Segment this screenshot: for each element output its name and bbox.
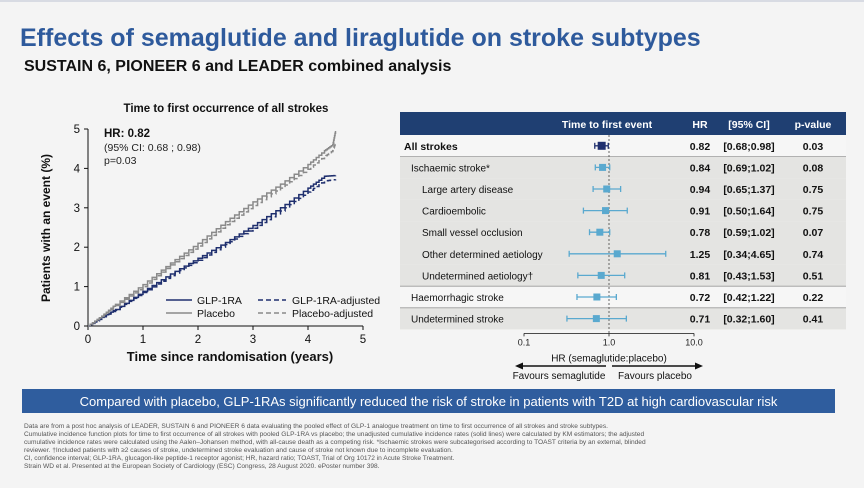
forest-ci-value: [0.69;1.02] [723, 162, 774, 174]
forest-hr-value: 0.84 [690, 162, 711, 174]
forest-p-value: 0.41 [803, 314, 824, 326]
km-ci-annotation: (95% CI: 0.68 ; 0.98) [104, 142, 201, 154]
forest-row-label: Other determined aetiology [422, 250, 543, 261]
forest-row-label: Cardioembolic [422, 207, 486, 218]
forest-p-value: 0.74 [803, 249, 824, 261]
forest-p-value: 0.03 [803, 141, 824, 153]
forest-header-label: Time to first event [562, 119, 653, 131]
forest-hr-value: 0.94 [690, 184, 711, 196]
footnotes: Data are from a post hoc analysis of LEA… [24, 423, 844, 472]
forest-header-label: [95% CI] [728, 119, 769, 131]
km-x-tick-label: 2 [195, 334, 201, 346]
legend-label-glp1ra-adjusted: GLP-1RA-adjusted [292, 295, 380, 307]
forest-hr-value: 0.71 [690, 314, 711, 326]
km-x-tick-label: 3 [250, 334, 256, 346]
forest-p-value: 0.22 [803, 292, 824, 304]
forest-ci-value: [0.50;1.64] [723, 206, 774, 218]
forest-p-value: 0.08 [803, 162, 824, 174]
forest-row-label: Undetermined stroke [411, 315, 504, 326]
conclusion-banner: Compared with placebo, GLP-1RAs signific… [22, 389, 835, 413]
km-series-placebo [88, 130, 337, 327]
forest-ci-value: [0.32;1.60] [723, 314, 774, 326]
footnote-line: Cumulative incidence function plots for … [24, 431, 645, 439]
forest-row-shade [400, 178, 846, 200]
forest-ci-value: [0.34;4.65] [723, 249, 774, 261]
km-chart-title: Time to first occurrence of all strokes [124, 103, 329, 115]
forest-p-value: 0.07 [803, 227, 824, 239]
km-y-axis-label: Patients with an event (%) [39, 154, 53, 302]
forest-row-label: All strokes [404, 141, 458, 153]
km-y-tick-label: 0 [74, 321, 80, 333]
footnote-line: CI, confidence interval; GLP-1RA, glucag… [24, 455, 455, 463]
forest-ci-value: [0.59;1.02] [723, 227, 774, 239]
forest-row-label: Ischaemic stroke* [411, 163, 490, 174]
top-rule [0, 0, 864, 2]
forest-p-value: 0.75 [803, 184, 824, 196]
forest-point-estimate [592, 315, 600, 323]
forest-p-value: 0.51 [803, 270, 824, 282]
forest-x-tick-label: 0.1 [518, 337, 531, 347]
km-y-tick-label: 2 [74, 242, 80, 254]
km-y-tick-label: 4 [74, 163, 81, 175]
page-subtitle: SUSTAIN 6, PIONEER 6 and LEADER combined… [24, 58, 452, 75]
forest-hr-value: 0.91 [690, 206, 711, 218]
forest-point-estimate [593, 293, 601, 301]
km-x-tick-label: 1 [140, 334, 146, 346]
forest-header-label: HR [692, 119, 708, 131]
forest-point-estimate [597, 141, 606, 150]
favours-semaglutide-label: Favours semaglutide [513, 371, 606, 382]
footnote-line: Strain WD et al. Presented at the Europe… [24, 463, 380, 471]
forest-hr-value: 0.72 [690, 292, 711, 304]
forest-header-bar [400, 112, 846, 135]
forest-ci-value: [0.65;1.37] [723, 184, 774, 196]
forest-p-value: 0.75 [803, 206, 824, 218]
forest-x-axis-label: HR (semaglutide:placebo) [551, 353, 667, 364]
favours-left-arrowhead [515, 362, 523, 370]
forest-point-estimate [603, 185, 611, 193]
forest-point-estimate [613, 250, 621, 258]
forest-row-label: Small vessel occlusion [422, 228, 523, 239]
forest-hr-value: 0.82 [690, 141, 711, 153]
forest-header-label: p-value [795, 119, 832, 131]
forest-row-shade [400, 221, 846, 243]
legend-label-placebo: Placebo [197, 308, 235, 320]
forest-row-label: Large artery disease [422, 185, 514, 196]
km-x-tick-label: 0 [85, 334, 91, 346]
km-y-tick-label: 1 [74, 282, 80, 294]
forest-row-shade [400, 156, 846, 179]
forest-ci-value: [0.68;0.98] [723, 141, 774, 153]
footnote-line: cumulative incidence rates were calculat… [24, 439, 646, 447]
page-title: Effects of semaglutide and liraglutide o… [20, 24, 701, 52]
forest-ci-value: [0.42;1.22] [723, 292, 774, 304]
forest-point-estimate [599, 163, 607, 171]
forest-point-estimate [602, 207, 610, 215]
footnote-line: reviewer. †Included patients with ≥2 cau… [24, 447, 453, 455]
legend-label-placebo-adjusted: Placebo-adjusted [292, 308, 373, 320]
forest-ci-value: [0.43;1.53] [723, 270, 774, 282]
km-legend: GLP-1RA Placebo GLP-1RA-adjusted Placebo… [166, 295, 380, 320]
km-x-axis-label: Time since randomisation (years) [127, 349, 333, 364]
forest-hr-value: 0.81 [690, 270, 711, 282]
km-p-annotation: p=0.03 [104, 155, 137, 167]
legend-label-glp1ra: GLP-1RA [197, 295, 242, 307]
forest-hr-value: 1.25 [690, 249, 711, 261]
forest-row-label: Haemorrhagic stroke [411, 293, 504, 304]
forest-x-tick-label: 10.0 [685, 337, 703, 347]
km-series-glp-1ra [88, 174, 337, 327]
km-x-tick-label: 5 [360, 334, 366, 346]
footnote-line: Data are from a post hoc analysis of LEA… [24, 423, 608, 430]
forest-point-estimate [597, 271, 605, 279]
km-y-tick-label: 3 [74, 203, 80, 215]
favours-placebo-label: Favours placebo [618, 371, 692, 382]
favours-right-arrowhead [695, 362, 703, 370]
forest-x-tick-label: 1.0 [603, 337, 616, 347]
forest-hr-value: 0.78 [690, 227, 711, 239]
km-hr-annotation: HR: 0.82 [104, 128, 150, 140]
km-y-tick-label: 5 [74, 124, 80, 136]
forest-point-estimate [596, 228, 604, 236]
km-x-tick-label: 4 [305, 334, 312, 346]
forest-row-label: Undetermined aetiology† [422, 271, 533, 282]
